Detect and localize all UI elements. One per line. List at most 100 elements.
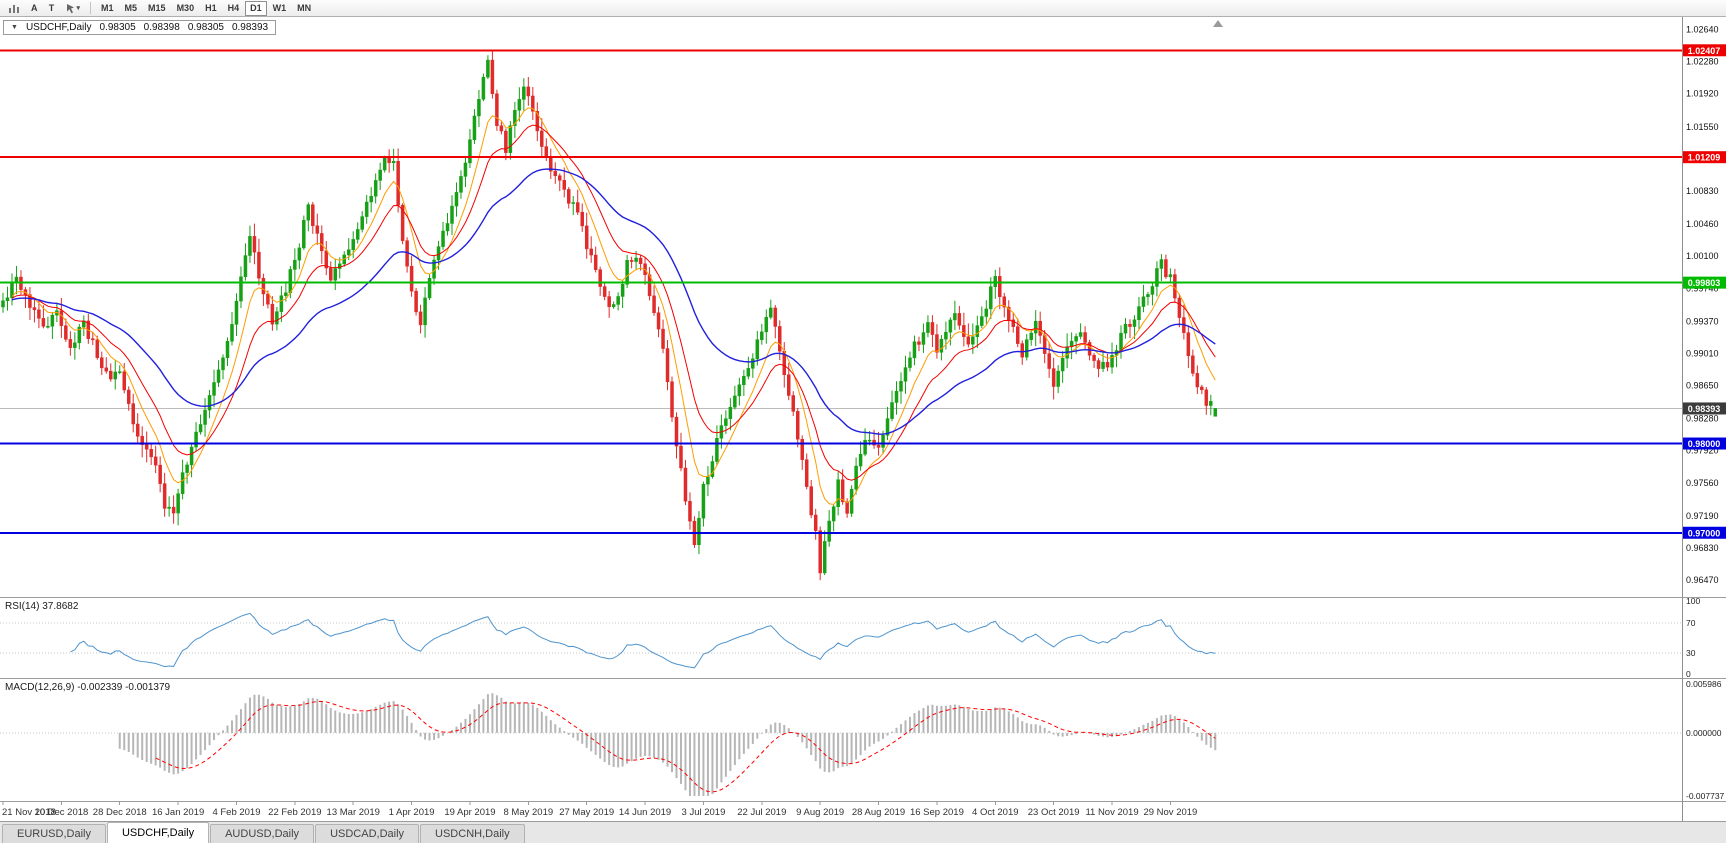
timeframe-h1-button[interactable]: H1 bbox=[200, 1, 222, 16]
svg-text:27 May 2019: 27 May 2019 bbox=[559, 807, 614, 818]
svg-text:0.98650: 0.98650 bbox=[1686, 381, 1719, 391]
ohlc-low: 0.98305 bbox=[187, 22, 224, 33]
drawing-tools-dropdown[interactable]: ▾ bbox=[61, 1, 86, 16]
svg-text:28 Dec 2018: 28 Dec 2018 bbox=[93, 807, 147, 818]
svg-text:28 Aug 2019: 28 Aug 2019 bbox=[852, 807, 905, 818]
timeframe-h4-button[interactable]: H4 bbox=[223, 1, 245, 16]
macd-histogram bbox=[118, 693, 1217, 796]
svg-text:4 Oct 2019: 4 Oct 2019 bbox=[972, 807, 1018, 818]
svg-text:1.02407: 1.02407 bbox=[1688, 46, 1721, 56]
svg-text:1.02640: 1.02640 bbox=[1686, 24, 1719, 34]
svg-text:1.00100: 1.00100 bbox=[1686, 251, 1719, 261]
svg-text:-0.007737: -0.007737 bbox=[1686, 791, 1725, 801]
macd-signal-line bbox=[155, 700, 1216, 793]
svg-text:3 Jul 2019: 3 Jul 2019 bbox=[682, 807, 726, 818]
bar-chart-icon bbox=[9, 4, 19, 13]
svg-text:23 Oct 2019: 23 Oct 2019 bbox=[1028, 807, 1080, 818]
svg-text:0.99010: 0.99010 bbox=[1686, 348, 1719, 358]
chart-tab-usdcad-daily[interactable]: USDCAD,Daily bbox=[315, 824, 420, 843]
timeframe-mn-button[interactable]: MN bbox=[292, 1, 316, 16]
svg-text:0.005986: 0.005986 bbox=[1686, 679, 1722, 689]
text-tool-button[interactable]: T bbox=[44, 1, 60, 16]
moving-averages-layer bbox=[11, 107, 1216, 505]
svg-text:30: 30 bbox=[1686, 648, 1696, 658]
macd-indicator-label: MACD(12,26,9) -0.002339 -0.001379 bbox=[5, 682, 171, 693]
svg-text:22 Jul 2019: 22 Jul 2019 bbox=[737, 807, 786, 818]
svg-text:1 Apr 2019: 1 Apr 2019 bbox=[389, 807, 435, 818]
svg-text:0.97000: 0.97000 bbox=[1688, 528, 1721, 538]
chart-shift-marker-icon[interactable] bbox=[1213, 20, 1223, 27]
timeframe-d1-button[interactable]: D1 bbox=[245, 0, 267, 16]
svg-text:14 Jun 2019: 14 Jun 2019 bbox=[619, 807, 671, 818]
svg-text:0.99803: 0.99803 bbox=[1688, 278, 1721, 288]
svg-text:16 Sep 2019: 16 Sep 2019 bbox=[910, 807, 964, 818]
chart-tab-usdcnh-daily[interactable]: USDCNH,Daily bbox=[420, 824, 525, 843]
ma-8-line bbox=[11, 107, 1216, 505]
svg-text:1.00830: 1.00830 bbox=[1686, 186, 1719, 196]
svg-text:21 Nov 2018: 21 Nov 2018 bbox=[2, 807, 56, 818]
svg-text:29 Nov 2019: 29 Nov 2019 bbox=[1143, 807, 1197, 818]
chevron-down-icon: ▾ bbox=[76, 4, 81, 12]
svg-text:9 Aug 2019: 9 Aug 2019 bbox=[796, 807, 844, 818]
svg-text:13 Mar 2019: 13 Mar 2019 bbox=[327, 807, 380, 818]
ohlc-high: 0.98398 bbox=[143, 22, 180, 33]
chart-area: 1.026401.022801.019201.015501.011901.008… bbox=[0, 17, 1726, 821]
svg-text:8 May 2019: 8 May 2019 bbox=[504, 807, 554, 818]
svg-text:0.98393: 0.98393 bbox=[1688, 404, 1721, 414]
svg-text:70: 70 bbox=[1686, 618, 1696, 628]
svg-text:1.01209: 1.01209 bbox=[1688, 153, 1721, 163]
chart-symbol-label: USDCHF,Daily bbox=[25, 22, 92, 33]
cursor-arrow-icon bbox=[66, 3, 74, 13]
charts-list-icon[interactable] bbox=[3, 1, 25, 16]
cursor-tool-button[interactable]: A bbox=[26, 1, 43, 16]
chart-tab-eurusd-daily[interactable]: EURUSD,Daily bbox=[2, 824, 106, 843]
ma-16-line bbox=[11, 124, 1216, 481]
svg-text:0.97190: 0.97190 bbox=[1686, 511, 1719, 521]
hline-price-label bbox=[1683, 437, 1726, 450]
svg-text:10 Dec 2018: 10 Dec 2018 bbox=[34, 807, 88, 818]
svg-text:19 Apr 2019: 19 Apr 2019 bbox=[444, 807, 495, 818]
svg-text:16 Jan 2019: 16 Jan 2019 bbox=[152, 807, 204, 818]
svg-text:4 Feb 2019: 4 Feb 2019 bbox=[212, 807, 260, 818]
svg-text:0.97560: 0.97560 bbox=[1686, 478, 1719, 488]
svg-text:0.98280: 0.98280 bbox=[1686, 414, 1719, 424]
svg-text:0.000000: 0.000000 bbox=[1686, 728, 1722, 738]
chart-tab-audusd-daily[interactable]: AUDUSD,Daily bbox=[210, 824, 315, 843]
timeframe-m5-button[interactable]: M5 bbox=[120, 1, 143, 16]
svg-text:0.99370: 0.99370 bbox=[1686, 316, 1719, 326]
ohlc-close: 0.98393 bbox=[231, 22, 269, 33]
chart-tabs-bar: EURUSD,Daily USDCHF,Daily AUDUSD,Daily USDC… bbox=[0, 821, 1726, 843]
timeframe-m30-button[interactable]: M30 bbox=[172, 1, 200, 16]
top-toolbar: A T ▾ M1 M5 M15 M30 H1 H4 D1 W1 MN bbox=[0, 0, 1726, 17]
hline-price-label bbox=[1683, 276, 1726, 289]
svg-text:0.96830: 0.96830 bbox=[1686, 543, 1719, 553]
svg-text:22 Feb 2019: 22 Feb 2019 bbox=[268, 807, 321, 818]
price-chart-canvas[interactable]: 1.026401.022801.019201.015501.011901.008… bbox=[0, 17, 1726, 821]
current-price-label bbox=[1683, 402, 1726, 415]
ma-40-line bbox=[11, 168, 1216, 435]
chart-tab-usdchf-daily[interactable]: USDCHF,Daily bbox=[106, 822, 210, 843]
timeframe-w1-button[interactable]: W1 bbox=[268, 1, 292, 16]
hline-price-label bbox=[1683, 44, 1726, 57]
hline-price-label bbox=[1683, 151, 1726, 164]
svg-text:1.01920: 1.01920 bbox=[1686, 89, 1719, 99]
toolbar-separator bbox=[90, 2, 92, 14]
timeframe-m15-button[interactable]: M15 bbox=[143, 1, 171, 16]
chart-ohlc-header[interactable]: ▼ USDCHF,Daily 0.98305 0.98398 0.98305 0… bbox=[3, 20, 277, 35]
collapse-arrow-icon[interactable]: ▼ bbox=[11, 24, 18, 31]
svg-text:1.01550: 1.01550 bbox=[1686, 122, 1719, 132]
price-axis[interactable]: 1.026401.022801.019201.015501.011901.008… bbox=[1683, 24, 1726, 801]
svg-text:0: 0 bbox=[1686, 669, 1691, 679]
ohlc-open: 0.98305 bbox=[99, 22, 136, 33]
timeframe-m1-button[interactable]: M1 bbox=[96, 1, 119, 16]
svg-text:1.00460: 1.00460 bbox=[1686, 219, 1719, 229]
horizontal-lines-layer[interactable] bbox=[0, 49, 1682, 534]
svg-text:0.96470: 0.96470 bbox=[1686, 575, 1719, 585]
svg-text:0.97920: 0.97920 bbox=[1686, 446, 1719, 456]
hline-price-label bbox=[1683, 526, 1726, 539]
rsi-line bbox=[70, 612, 1216, 669]
timeframe-buttons: M1 M5 M15 M30 H1 H4 D1 W1 MN bbox=[96, 0, 316, 16]
svg-text:11 Nov 2019: 11 Nov 2019 bbox=[1085, 807, 1138, 818]
svg-text:1.02280: 1.02280 bbox=[1686, 57, 1719, 67]
